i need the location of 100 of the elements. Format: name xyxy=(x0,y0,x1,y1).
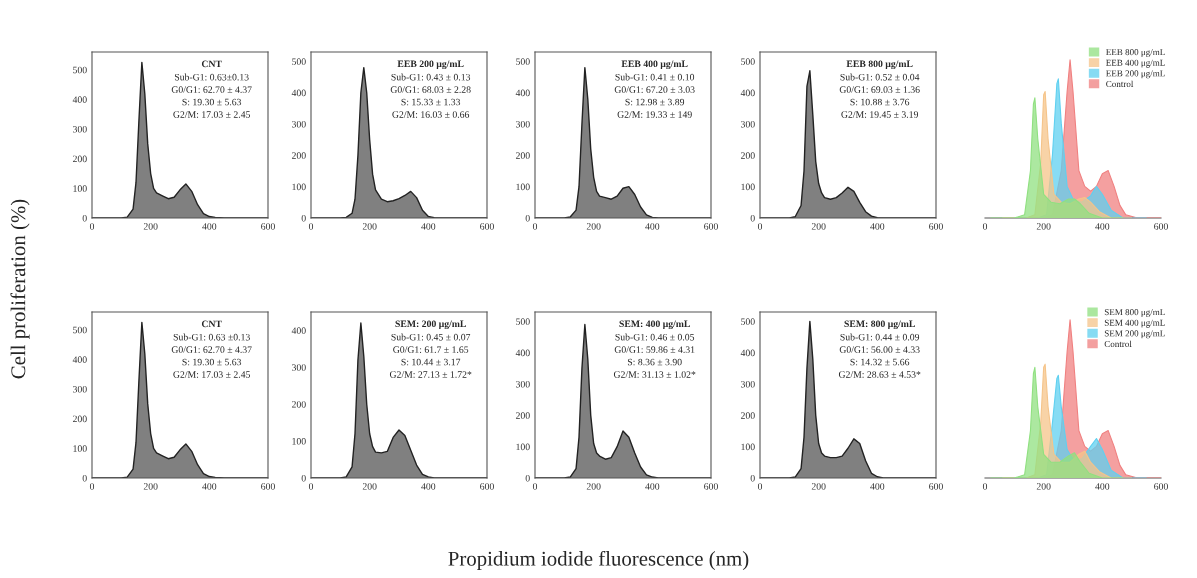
legend-label: Control xyxy=(1106,80,1134,88)
text: SEM: 200 μg/mL xyxy=(395,320,466,330)
y-tick-label: 200 xyxy=(291,401,306,408)
y-tick-label: 100 xyxy=(292,183,306,191)
y-tick-label: 300 xyxy=(516,120,530,128)
y-tick-label: 200 xyxy=(740,412,755,419)
text: Propidium iodide fluorescence (nm) xyxy=(448,550,749,570)
x-tick-label: 600 xyxy=(1154,223,1168,230)
x-tick-label: 600 xyxy=(480,223,494,230)
annotation: S: 19.30 ± 5.63 xyxy=(182,358,242,366)
annotation: S: 19.30 ± 5.63 xyxy=(182,98,242,106)
y-tick-label: 100 xyxy=(741,183,755,191)
x-tick-label: 600 xyxy=(1154,483,1168,490)
legend-label: EEB 800 μg/mL xyxy=(1106,49,1165,58)
x-tick-label: 0 xyxy=(89,483,95,490)
y-tick-label: 0 xyxy=(750,214,755,222)
annotation: Sub-G1: 0.44 ± 0.09 xyxy=(840,333,920,341)
y-tick-label: 100 xyxy=(741,443,755,451)
annotation: G0/G1: 67.20 ± 3.03 xyxy=(614,86,695,93)
annotation: S: 12.98 ± 3.89 xyxy=(625,98,685,106)
x-tick-label: 0 xyxy=(308,223,314,230)
annotation: G0/G1: 62.70 ± 4.37 xyxy=(171,86,252,93)
legend-label: SEM 400 μg/mL xyxy=(1104,319,1165,328)
x-tick-label: 0 xyxy=(532,223,538,230)
y-tick-label: 400 xyxy=(740,349,755,357)
y-tick-label: 500 xyxy=(516,58,530,65)
annotation: G0/G1: 69.03 ± 1.36 xyxy=(839,86,920,93)
x-tick-label: 400 xyxy=(202,483,217,490)
x-tick-label: 200 xyxy=(143,223,158,230)
x-tick-label: 600 xyxy=(480,483,494,490)
x-tick-label: 200 xyxy=(362,223,377,230)
y-tick-label: 500 xyxy=(741,58,755,65)
x-tick-label: 600 xyxy=(929,483,943,490)
y-tick-label: 300 xyxy=(516,380,530,388)
annotation: S: 10.88 ± 3.76 xyxy=(850,98,910,106)
y-tick-label: 200 xyxy=(515,152,530,159)
x-tick-label: 200 xyxy=(586,223,601,230)
legend-label: EEB 200 μg/mL xyxy=(1106,70,1165,79)
x-tick-label: 0 xyxy=(757,483,763,490)
y-tick-label: 300 xyxy=(73,385,87,393)
x-tick-label: 600 xyxy=(261,483,275,490)
annotation: G2/M: 19.45 ± 3.19 xyxy=(841,111,918,118)
x-tick-label: 600 xyxy=(261,223,275,230)
annotation: S: 15.33 ± 1.33 xyxy=(401,98,461,106)
y-tick-label: 200 xyxy=(72,415,87,423)
x-tick-label: 400 xyxy=(1095,223,1110,230)
y-tick-label: 100 xyxy=(73,185,87,192)
text: Cell proliferation (%) xyxy=(10,199,30,379)
y-tick-label: 0 xyxy=(525,214,530,222)
y-tick-label: 300 xyxy=(292,120,306,128)
y-tick-label: 400 xyxy=(515,349,530,357)
y-tick-label: 400 xyxy=(291,327,306,334)
annotation: S: 10.44 ± 3.17 xyxy=(401,358,461,366)
x-tick-label: 0 xyxy=(982,483,988,490)
y-tick-label: 200 xyxy=(291,152,306,159)
annotation: G0/G1: 68.03 ± 2.28 xyxy=(390,86,471,93)
x-tick-label: 400 xyxy=(870,483,885,490)
annotation: G2/M: 31.13 ± 1.02* xyxy=(613,371,696,378)
x-tick-label: 200 xyxy=(811,223,826,230)
x-tick-label: 600 xyxy=(929,223,943,230)
x-tick-label: 200 xyxy=(1036,483,1051,490)
text: CNT xyxy=(201,60,222,68)
y-tick-label: 100 xyxy=(516,443,530,451)
y-tick-label: 400 xyxy=(515,89,530,97)
annotation: Sub-G1: 0.45 ± 0.07 xyxy=(391,333,471,341)
annotation: G2/M: 28.63 ± 4.53* xyxy=(838,371,921,378)
y-tick-label: 100 xyxy=(516,183,530,191)
y-tick-label: 400 xyxy=(740,89,755,97)
text: EEB 200 μg/mL xyxy=(397,60,464,70)
y-tick-label: 300 xyxy=(292,364,306,371)
annotation: G0/G1: 59.86 ± 4.31 xyxy=(614,346,695,353)
annotation: G0/G1: 62.70 ± 4.37 xyxy=(171,346,252,353)
x-tick-label: 400 xyxy=(1095,483,1110,490)
annotation: S: 8.36 ± 3.90 xyxy=(627,358,682,366)
y-tick-label: 500 xyxy=(73,66,87,74)
annotation: G0/G1: 56.00 ± 4.33 xyxy=(839,346,920,353)
text: EEB 800 μg/mL xyxy=(846,60,913,70)
x-tick-label: 600 xyxy=(704,483,718,490)
x-tick-label: 0 xyxy=(532,483,538,490)
annotation: Sub-G1: 0.63 ±0.13 xyxy=(173,333,250,341)
x-tick-label: 400 xyxy=(870,223,885,230)
text: EEB 400 μg/mL xyxy=(621,60,688,70)
x-tick-label: 600 xyxy=(704,223,718,230)
y-tick-label: 200 xyxy=(515,412,530,419)
y-tick-label: 500 xyxy=(292,58,306,65)
x-tick-label: 200 xyxy=(362,483,377,490)
annotation: G2/M: 17.03 ± 2.45 xyxy=(173,111,251,118)
y-tick-label: 500 xyxy=(73,326,87,334)
y-tick-label: 400 xyxy=(291,89,306,97)
annotation: G2/M: 17.03 ± 2.45 xyxy=(173,371,251,378)
annotation: Sub-G1: 0.46 ± 0.05 xyxy=(615,333,695,341)
y-tick-label: 0 xyxy=(82,214,87,222)
legend-label: EEB 400 μg/mL xyxy=(1106,59,1165,68)
annotation: Sub-G1: 0.43 ± 0.13 xyxy=(391,73,471,81)
y-tick-label: 0 xyxy=(525,474,530,482)
x-tick-label: 400 xyxy=(202,223,217,230)
y-tick-label: 0 xyxy=(750,474,755,482)
annotation: Sub-G1: 0.52 ± 0.04 xyxy=(840,73,920,81)
legend-label: SEM 200 μg/mL xyxy=(1104,330,1165,339)
x-tick-label: 0 xyxy=(757,223,763,230)
